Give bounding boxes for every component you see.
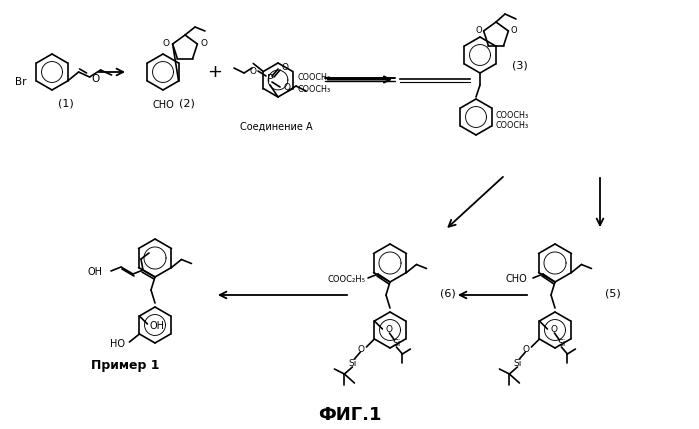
Text: COOCH₃: COOCH₃ <box>297 73 330 82</box>
Text: O: O <box>357 344 364 353</box>
Text: Si: Si <box>392 338 401 347</box>
Text: O: O <box>92 74 100 84</box>
Text: (5): (5) <box>605 288 621 298</box>
Text: O: O <box>475 27 482 36</box>
Text: CHO: CHO <box>152 100 174 110</box>
Text: O: O <box>282 63 289 73</box>
Text: ФИГ.1: ФИГ.1 <box>318 406 382 424</box>
Text: OH: OH <box>150 321 164 331</box>
Text: Br: Br <box>15 77 27 87</box>
Text: COOCH₃: COOCH₃ <box>297 85 330 94</box>
Text: (1): (1) <box>58 99 74 109</box>
Text: O: O <box>522 344 529 353</box>
Text: COOCH₃: COOCH₃ <box>496 111 529 120</box>
Text: HO: HO <box>110 339 125 349</box>
Text: O: O <box>510 27 517 36</box>
Text: COOC₂H₅: COOC₂H₅ <box>328 275 366 284</box>
Text: O: O <box>284 84 291 93</box>
Text: Si: Si <box>557 338 565 347</box>
Text: P: P <box>266 74 273 84</box>
Text: O: O <box>550 326 557 335</box>
Text: Соединение А: Соединение А <box>240 122 312 132</box>
Text: O: O <box>249 66 256 76</box>
Text: (3): (3) <box>512 60 528 70</box>
Text: CHO: CHO <box>505 274 527 284</box>
Text: (2): (2) <box>179 99 195 109</box>
Text: Si: Si <box>513 359 521 368</box>
Text: Пример 1: Пример 1 <box>91 359 159 372</box>
Text: (6): (6) <box>440 288 456 298</box>
Text: OH: OH <box>88 267 103 277</box>
Text: +: + <box>208 63 222 81</box>
Text: O: O <box>385 326 392 335</box>
Text: O: O <box>163 39 170 48</box>
Text: COOCH₃: COOCH₃ <box>496 121 529 130</box>
Text: Si: Si <box>348 359 356 368</box>
Text: O: O <box>201 39 208 48</box>
